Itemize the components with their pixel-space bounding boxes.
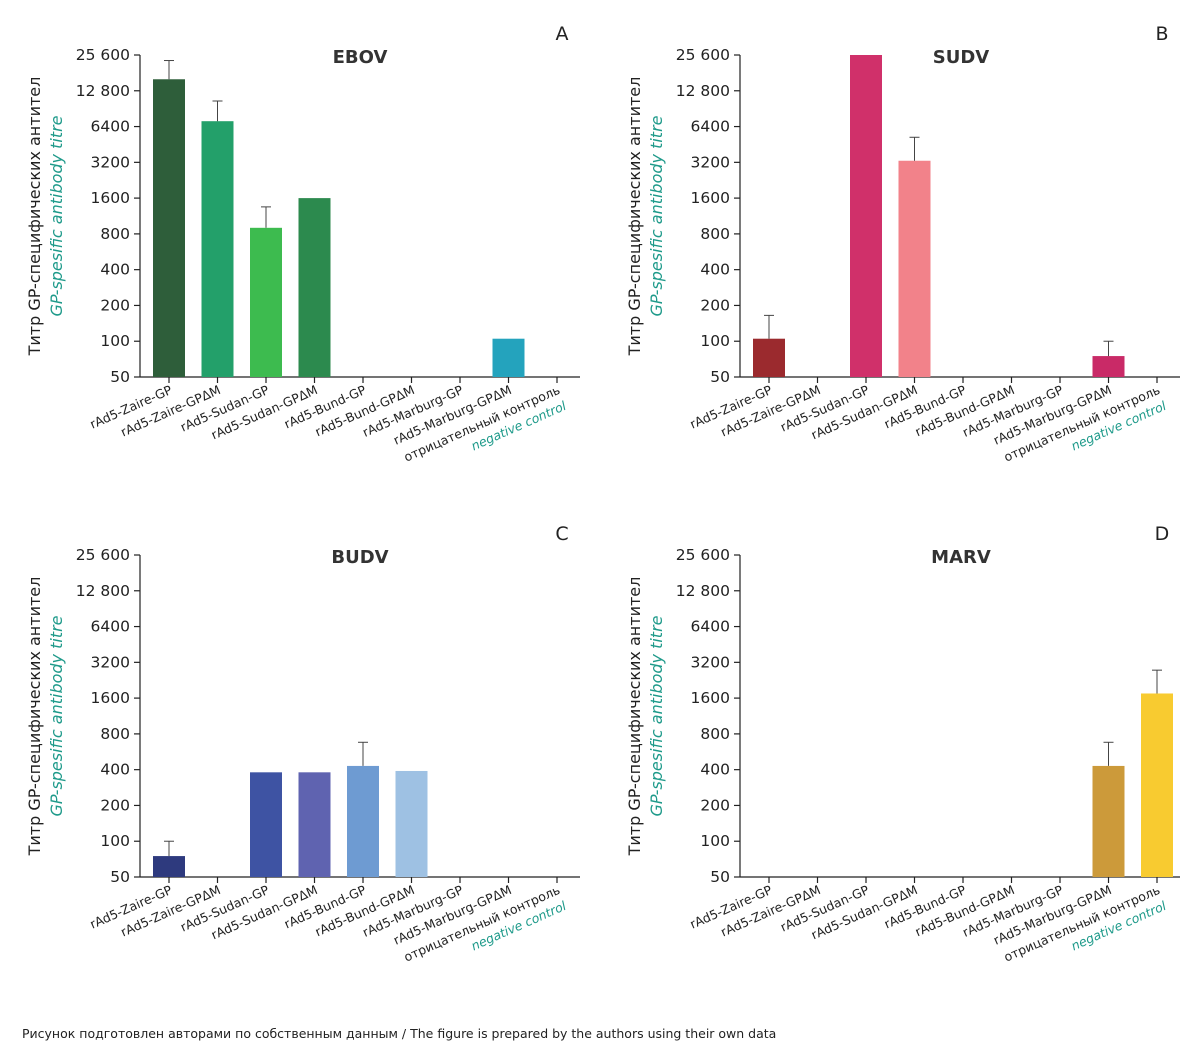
bar <box>753 338 785 377</box>
bar <box>492 338 525 377</box>
bar <box>1141 693 1173 877</box>
y-tick-label: 800 <box>100 725 130 743</box>
y-axis-label: Титр GP-специфических антител <box>625 77 644 357</box>
bar <box>395 770 428 877</box>
chart-title: SUDV <box>933 47 990 68</box>
y-axis-label: Титр GP-специфических антител <box>25 577 44 857</box>
bar <box>298 198 331 377</box>
y-tick-label: 6400 <box>691 118 730 136</box>
y-axis-label-en: GP-spesific antibody titre <box>647 615 666 816</box>
panel-c: BUDV C Титр GP-специфических антител GP-spe… <box>25 523 580 965</box>
y-tick-label: 1600 <box>691 689 730 707</box>
y-axis-label: Титр GP-специфических антител <box>625 577 644 857</box>
panel-letter: D <box>1155 523 1170 545</box>
chart-title: EBOV <box>333 47 388 68</box>
y-axis-label-en: GP-spesific antibody titre <box>47 115 66 316</box>
y-tick-label: 6400 <box>91 618 130 636</box>
panel-letter: C <box>555 523 568 545</box>
y-tick-label: 200 <box>100 296 130 314</box>
y-tick-label: 50 <box>110 368 130 386</box>
y-tick-label: 50 <box>110 868 130 886</box>
y-tick-label: 1600 <box>691 189 730 207</box>
bar <box>298 772 331 877</box>
y-tick-label: 50 <box>710 368 730 386</box>
bar <box>898 160 931 377</box>
y-tick-label: 3200 <box>691 153 730 171</box>
bar <box>153 856 185 877</box>
chart-title: MARV <box>931 547 991 568</box>
y-tick-label: 25 600 <box>76 546 130 564</box>
y-tick-label: 800 <box>100 225 130 243</box>
y-tick-label: 400 <box>700 761 730 779</box>
bar <box>1092 356 1125 377</box>
y-tick-label: 3200 <box>91 153 130 171</box>
y-tick-label: 3200 <box>91 653 130 671</box>
y-tick-label: 800 <box>700 225 730 243</box>
y-tick-label: 12 800 <box>76 82 130 100</box>
y-tick-label: 400 <box>100 761 130 779</box>
y-tick-label: 12 800 <box>76 582 130 600</box>
bar <box>153 79 185 378</box>
y-tick-label: 3200 <box>691 653 730 671</box>
y-tick-label: 100 <box>100 832 130 850</box>
y-tick-label: 800 <box>700 725 730 743</box>
y-tick-label: 12 800 <box>676 582 730 600</box>
y-tick-label: 400 <box>700 261 730 279</box>
y-axis-label-en: GP-spesific antibody titre <box>47 615 66 816</box>
y-tick-label: 6400 <box>91 118 130 136</box>
figure-caption: Рисунок подготовлен авторами по собствен… <box>22 1026 777 1041</box>
y-axis-label-en: GP-spesific antibody titre <box>647 115 666 316</box>
y-tick-label: 200 <box>700 796 730 814</box>
y-tick-label: 25 600 <box>676 546 730 564</box>
y-tick-label: 6400 <box>691 618 730 636</box>
y-tick-label: 50 <box>710 868 730 886</box>
bar <box>347 765 379 877</box>
bar <box>850 55 882 377</box>
y-tick-label: 100 <box>100 332 130 350</box>
bar <box>1092 765 1125 877</box>
bar <box>250 227 282 377</box>
y-tick-label: 100 <box>700 332 730 350</box>
y-tick-label: 400 <box>100 261 130 279</box>
bar <box>250 772 282 877</box>
panel-letter: B <box>1155 23 1168 45</box>
y-tick-label: 1600 <box>91 689 130 707</box>
panel-b: SUDV B Титр GP-специфических антител GP-spe… <box>625 23 1180 465</box>
chart-title: BUDV <box>331 547 388 568</box>
y-tick-label: 12 800 <box>676 82 730 100</box>
panel-letter: A <box>556 23 569 45</box>
y-tick-label: 1600 <box>91 189 130 207</box>
panel-d: MARV D Титр GP-специфических антител GP-spe… <box>625 523 1180 965</box>
y-axis-label: Титр GP-специфических антител <box>25 77 44 357</box>
bar <box>201 121 234 377</box>
panel-a: EBOV A Титр GP-специфических антител GP-spe… <box>25 23 580 465</box>
y-tick-label: 200 <box>700 296 730 314</box>
y-tick-label: 25 600 <box>676 46 730 64</box>
y-tick-label: 200 <box>100 796 130 814</box>
y-tick-label: 100 <box>700 832 730 850</box>
y-tick-label: 25 600 <box>76 46 130 64</box>
